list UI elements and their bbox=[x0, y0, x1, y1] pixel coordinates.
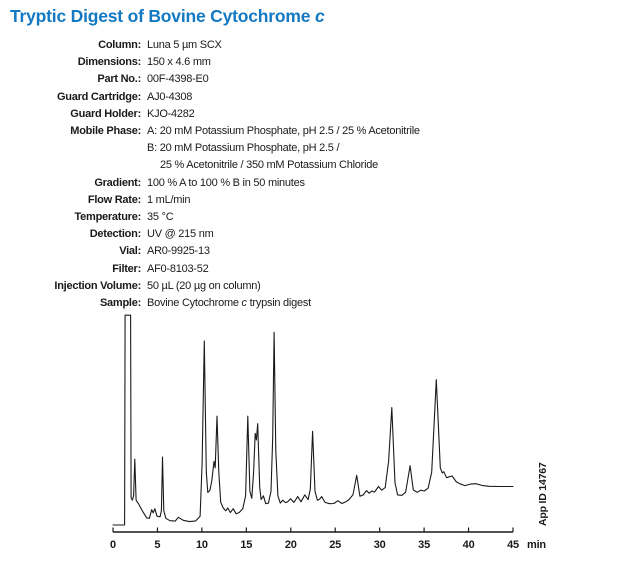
app-id-label: App ID 14767 bbox=[537, 462, 549, 526]
x-axis-tick-label-15: 15 bbox=[240, 539, 253, 551]
param-value-guard-holder: KJO-4282 bbox=[147, 107, 195, 120]
param-value-sample: Bovine Cytochrome c trypsin digest bbox=[147, 295, 420, 312]
param-value-gradient: 100 % A to 100 % B in 50 minutes bbox=[147, 176, 305, 189]
x-axis-tick-label-30: 30 bbox=[373, 539, 386, 551]
param-label-gradient: Gradient: bbox=[94, 176, 141, 189]
x-axis-tick-label-40: 40 bbox=[462, 539, 475, 551]
param-value-column: Luna 5 µm SCX bbox=[147, 39, 222, 51]
x-axis-unit-label: min bbox=[527, 539, 546, 551]
param-label-guard-holder: Guard Holder: bbox=[70, 107, 141, 120]
param-label-guard-cartridge: Guard Cartridge: bbox=[56, 90, 141, 103]
mobile-phase-line-b2: 25 % Acetonitrile / 350 mM Potassium Chl… bbox=[160, 159, 379, 172]
param-value-injection-volume: 50 µL (20 µg on column) bbox=[147, 279, 261, 292]
param-label-sample: Sample: bbox=[99, 297, 141, 310]
sample-text-italic-c: c bbox=[241, 297, 248, 310]
x-axis-tick-label-20: 20 bbox=[284, 539, 297, 551]
x-axis-tick-label-35: 35 bbox=[418, 539, 431, 551]
param-value-filter: AF0-8103-52 bbox=[147, 262, 209, 275]
x-axis-tick-label-5: 5 bbox=[154, 539, 161, 551]
param-label-column: Column: bbox=[98, 39, 141, 51]
param-label-vial: Vial: bbox=[119, 245, 141, 258]
page-title: Tryptic Digest of Bovine Cytochrome c bbox=[10, 6, 325, 27]
param-value-detection: UV @ 215 nm bbox=[147, 228, 214, 241]
param-label-mobile-phase: Mobile Phase: bbox=[70, 125, 141, 138]
x-axis-tick-label-0: 0 bbox=[110, 539, 116, 551]
param-value-dimensions: 150 x 4.6 mm bbox=[147, 56, 211, 69]
x-axis-tick-label-45: 45 bbox=[507, 539, 519, 551]
mobile-phase-line-a: A: 20 mM Potassium Phosphate, pH 2.5 / 2… bbox=[147, 125, 420, 138]
param-label-injection-volume: Injection Volume: bbox=[54, 279, 141, 292]
chromatogram-plot bbox=[112, 314, 514, 533]
page-title-italic-c: c bbox=[314, 6, 325, 26]
chromatogram-trace bbox=[112, 314, 514, 526]
param-label-dimensions: Dimensions: bbox=[77, 56, 142, 69]
param-value-guard-cartridge: AJ0-4308 bbox=[147, 90, 193, 103]
mobile-phase-line-b: B: 20 mM Potassium Phosphate, pH 2.5 / bbox=[147, 142, 340, 155]
page-title-main: Tryptic Digest of Bovine Cytochrome bbox=[10, 6, 315, 26]
x-axis-tick-label-10: 10 bbox=[195, 539, 208, 551]
method-parameters-table: Column: Luna 5 µm SCX Dimensions: 150 x … bbox=[0, 37, 420, 312]
param-value-part-no: 00F-4398-E0 bbox=[147, 73, 209, 86]
param-label-detection: Detection: bbox=[89, 228, 142, 241]
sample-text-post: trypsin digest bbox=[246, 297, 312, 310]
x-axis-tick-label-25: 25 bbox=[329, 539, 342, 551]
param-value-flow-rate: 1 mL/min bbox=[147, 193, 191, 206]
param-label-temperature: Temperature: bbox=[74, 211, 142, 224]
param-label-part-no: Part No.: bbox=[97, 73, 141, 86]
param-label-flow-rate: Flow Rate: bbox=[87, 193, 141, 206]
param-label-filter: Filter: bbox=[112, 262, 141, 275]
param-value-temperature: 35 °C bbox=[147, 211, 174, 224]
param-value-vial: AR0-9925-13 bbox=[147, 245, 210, 258]
sample-text-pre: Bovine Cytochrome bbox=[147, 297, 242, 310]
param-value-mobile-phase: A: 20 mM Potassium Phosphate, pH 2.5 / 2… bbox=[147, 123, 420, 175]
